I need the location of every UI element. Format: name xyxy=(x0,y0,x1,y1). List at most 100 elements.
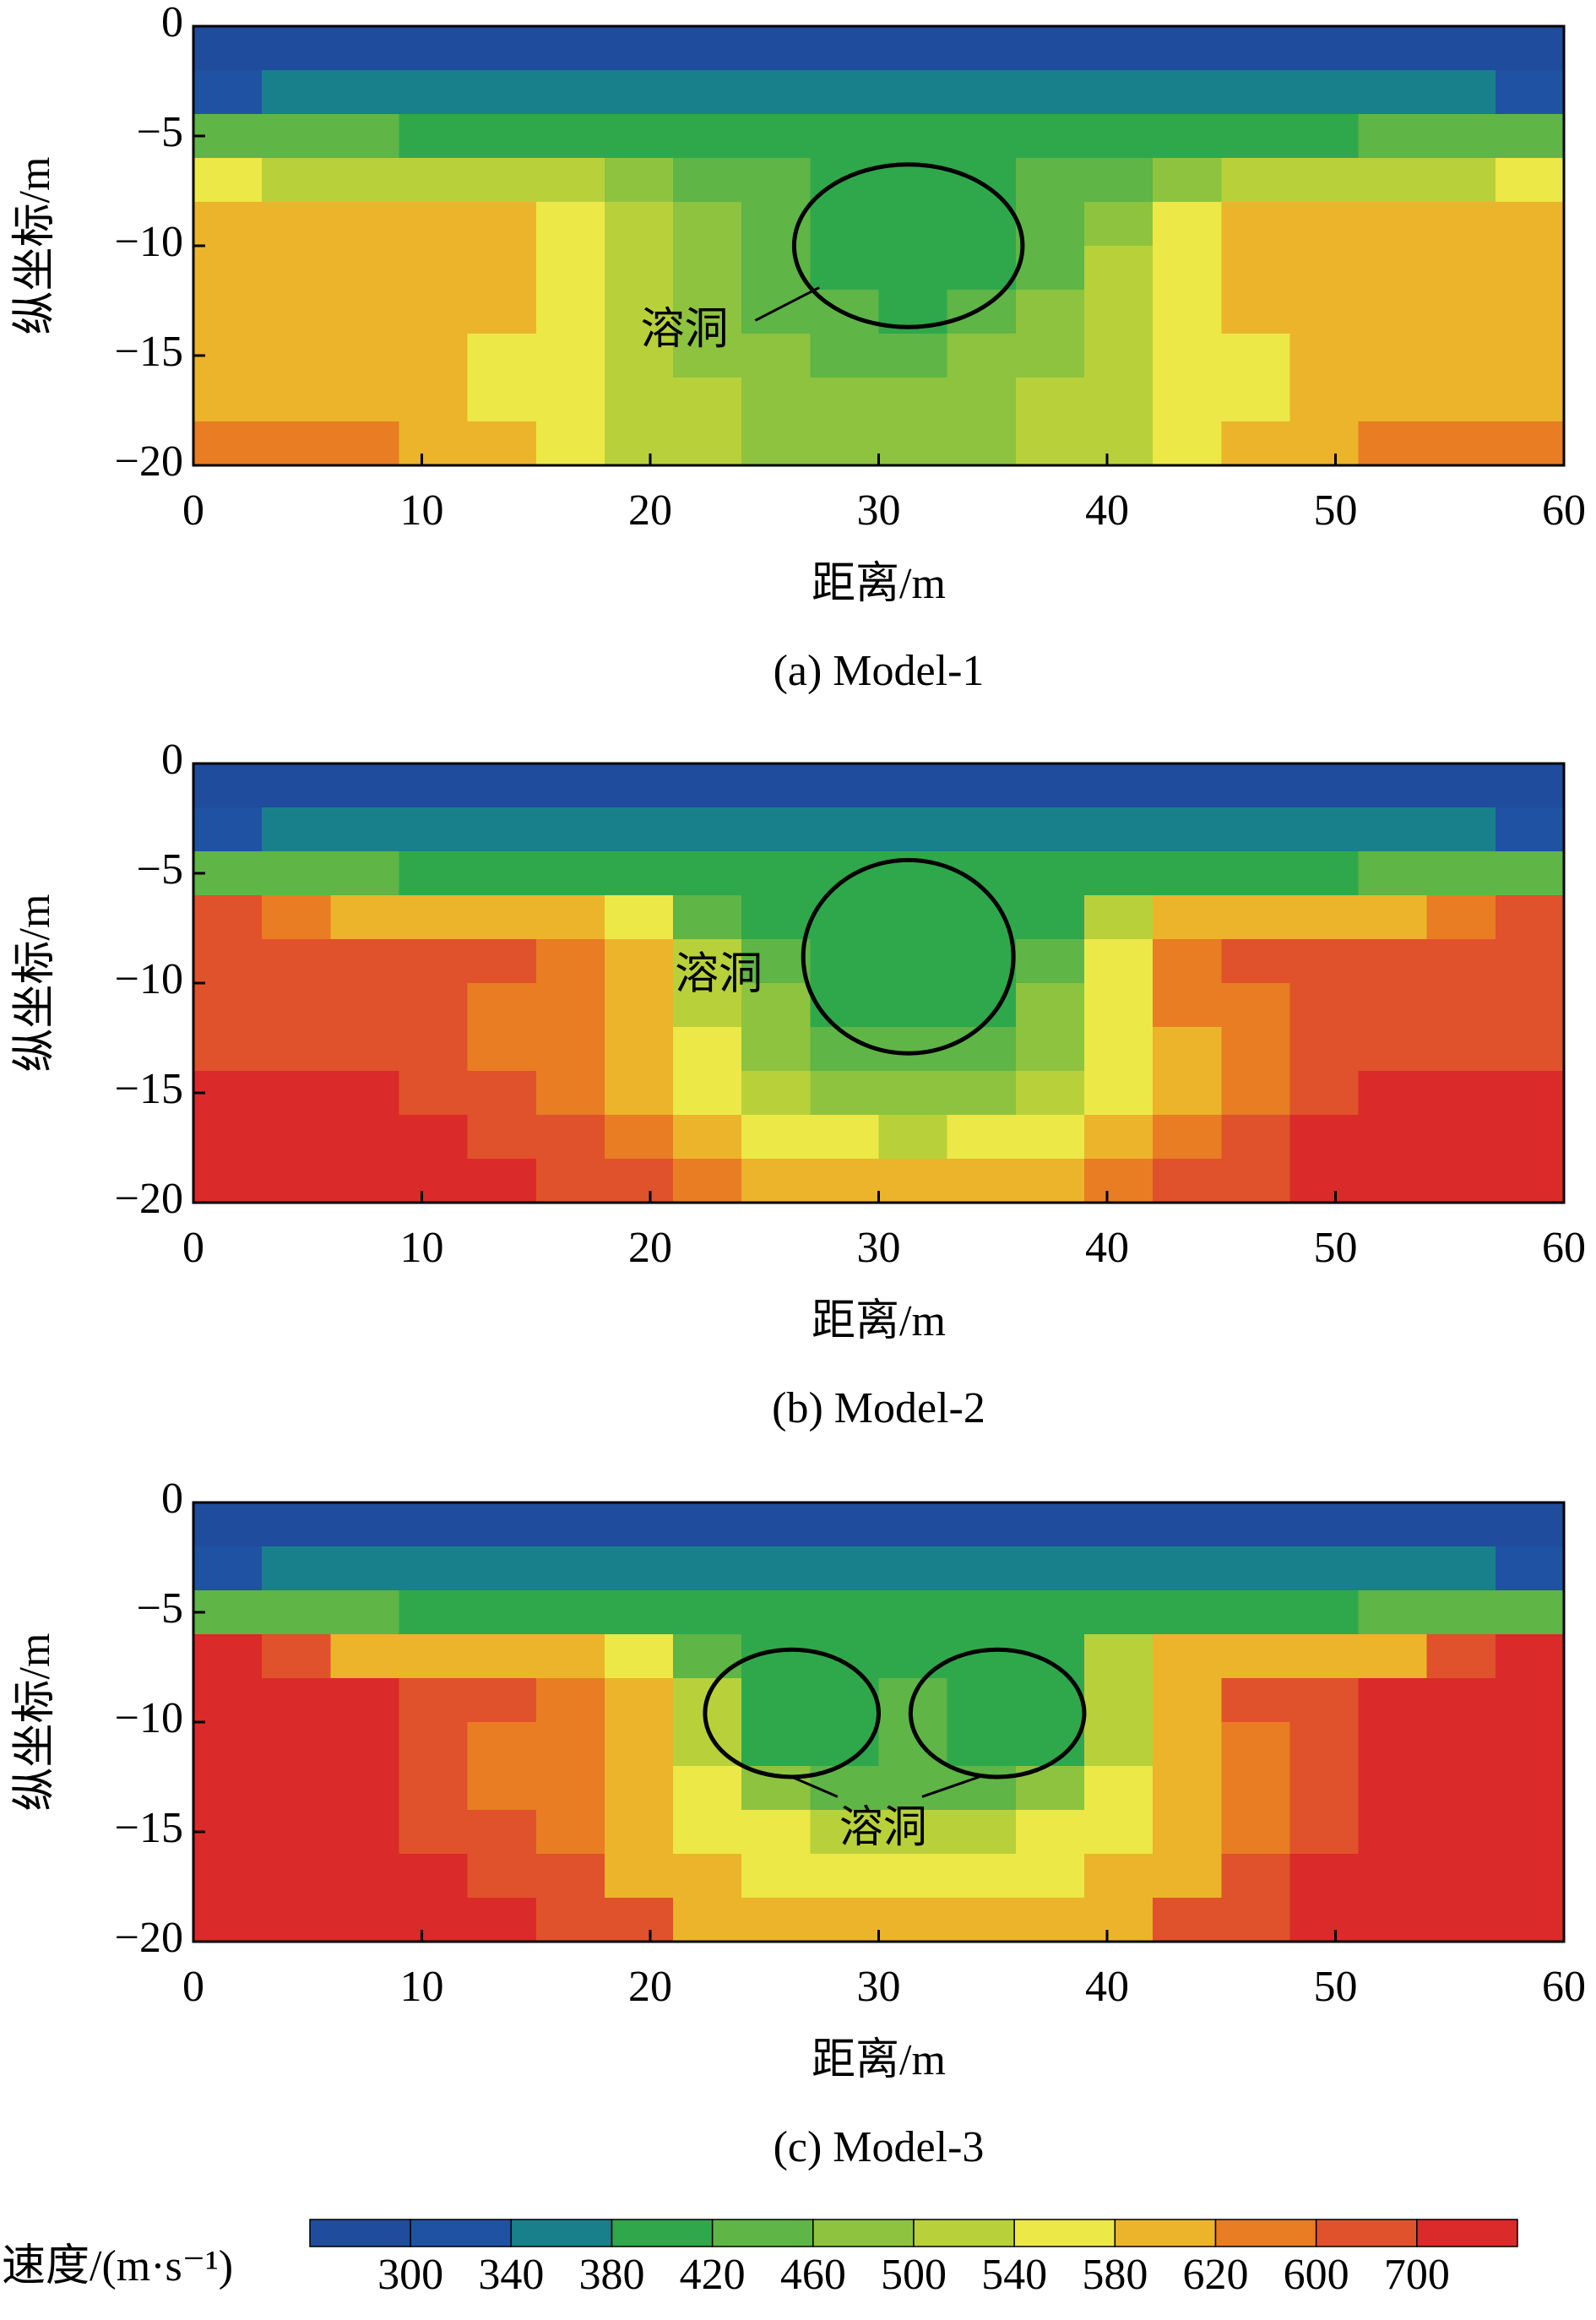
heatmap-cell xyxy=(1358,290,1428,334)
heatmap-cell xyxy=(604,851,674,896)
heatmap-cell xyxy=(535,895,605,940)
heatmap-cell xyxy=(1153,1722,1222,1767)
heatmap-cell xyxy=(1221,246,1290,291)
heatmap-cell xyxy=(467,1722,537,1767)
heatmap-cell xyxy=(1426,983,1496,1028)
heatmap-cell xyxy=(1153,334,1222,378)
heatmap-cell xyxy=(1221,1027,1290,1072)
heatmap-cell xyxy=(535,763,605,808)
heatmap-cell xyxy=(673,763,742,808)
heatmap-cell xyxy=(467,290,537,334)
heatmap-cell xyxy=(1495,1766,1565,1811)
heatmap-cell xyxy=(741,1546,811,1591)
heatmap-cell xyxy=(535,158,605,203)
y-axis-label: 纵坐标/m xyxy=(11,894,59,1073)
heatmap-cell xyxy=(1495,290,1565,334)
heatmap-cell xyxy=(1358,1115,1428,1160)
heatmap-cell xyxy=(810,1502,880,1547)
heatmap-cell xyxy=(262,851,331,896)
heatmap-cell xyxy=(1358,1634,1428,1679)
panel-caption: (b) Model-2 xyxy=(772,1384,985,1432)
leader-line xyxy=(791,1775,839,1798)
heatmap-cell xyxy=(1083,1027,1154,1072)
heatmap-cell xyxy=(1426,378,1496,422)
heatmap-cell xyxy=(1426,1722,1496,1767)
heatmap-cell xyxy=(1358,246,1428,291)
heatmap-cell xyxy=(262,1071,331,1116)
heatmap-cell xyxy=(673,1898,742,1942)
heatmap-cell xyxy=(262,114,331,159)
heatmap-cell xyxy=(1426,1810,1496,1855)
heatmap-cell xyxy=(1495,1071,1565,1116)
heatmap-cell xyxy=(193,983,263,1028)
x-tick-label: 50 xyxy=(1314,1224,1358,1272)
heatmap-cell xyxy=(1153,1678,1222,1723)
heatmap-cell xyxy=(1495,246,1565,291)
heatmap-cell xyxy=(604,807,674,852)
heatmap-cell xyxy=(604,1159,674,1203)
y-tick-label: −15 xyxy=(115,1804,183,1852)
heatmap-cell xyxy=(741,1590,811,1635)
heatmap-cell xyxy=(1495,202,1565,247)
heatmap-cell xyxy=(1015,1590,1085,1635)
heatmap-cell xyxy=(1221,290,1290,334)
heatmap-cell xyxy=(673,851,742,896)
heatmap-cell xyxy=(1289,1115,1360,1160)
heatmap-cell xyxy=(673,114,742,159)
heatmap-cell xyxy=(673,1159,742,1203)
heatmap-cell xyxy=(467,26,537,71)
heatmap-cell xyxy=(467,70,537,115)
heatmap-cell xyxy=(673,26,742,71)
heatmap-cell xyxy=(262,246,331,291)
heatmap-cell xyxy=(1083,1546,1154,1591)
heatmap-cell xyxy=(878,763,948,808)
heatmap-cell xyxy=(604,1722,674,1767)
heatmap-cell xyxy=(399,421,469,466)
heatmap-cell xyxy=(399,1854,469,1899)
heatmap-cell xyxy=(1015,114,1085,159)
heatmap-cell xyxy=(330,1678,400,1723)
heatmap-cell xyxy=(399,763,469,808)
colorbar-tick-label: 600 xyxy=(1284,2251,1349,2299)
heatmap-cell xyxy=(1221,70,1290,115)
heatmap-cell xyxy=(399,983,469,1028)
heatmap-cell xyxy=(1358,1810,1428,1855)
heatmap-cell xyxy=(467,1634,537,1679)
heatmap-cell xyxy=(673,1854,742,1899)
heatmap-cell xyxy=(399,114,469,159)
heatmap-cell xyxy=(1083,983,1154,1028)
heatmap-cell xyxy=(1083,763,1154,808)
heatmap-cell xyxy=(1289,895,1360,940)
heatmap-cell xyxy=(1015,202,1085,247)
heatmap-cell xyxy=(330,1027,400,1072)
heatmap-cell xyxy=(1289,1546,1360,1591)
heatmap-cell xyxy=(741,983,811,1028)
x-tick-label: 20 xyxy=(628,486,672,535)
heatmap-cell xyxy=(399,851,469,896)
heatmap-cell xyxy=(1221,763,1290,808)
heatmap-cell xyxy=(1426,1854,1496,1899)
heatmap-cell xyxy=(1153,1810,1222,1855)
heatmap-cell xyxy=(947,763,1017,808)
heatmap-cell xyxy=(262,1810,331,1855)
cave-label: 溶洞 xyxy=(675,951,763,999)
heatmap-cell xyxy=(947,1898,1017,1942)
heatmap-cell xyxy=(673,421,742,466)
heatmap-cell xyxy=(1426,114,1496,159)
y-tick-label: 0 xyxy=(161,736,183,784)
heatmap-cell xyxy=(947,939,1017,984)
heatmap-cell xyxy=(810,763,880,808)
heatmap-cell xyxy=(193,939,263,984)
heatmap-cell xyxy=(262,1115,331,1160)
heatmap-cell xyxy=(1083,202,1154,247)
heatmap-cell xyxy=(1083,158,1154,203)
heatmap-cell xyxy=(467,1898,537,1942)
leader-line xyxy=(921,1775,980,1798)
heatmap-cell xyxy=(535,378,605,422)
heatmap-cell xyxy=(604,290,674,334)
heatmap-cell xyxy=(330,1766,400,1811)
heatmap-cell xyxy=(467,1590,537,1635)
heatmap-cell xyxy=(1221,983,1290,1028)
heatmap-cell xyxy=(673,1634,742,1679)
heatmap-cell xyxy=(604,1071,674,1116)
